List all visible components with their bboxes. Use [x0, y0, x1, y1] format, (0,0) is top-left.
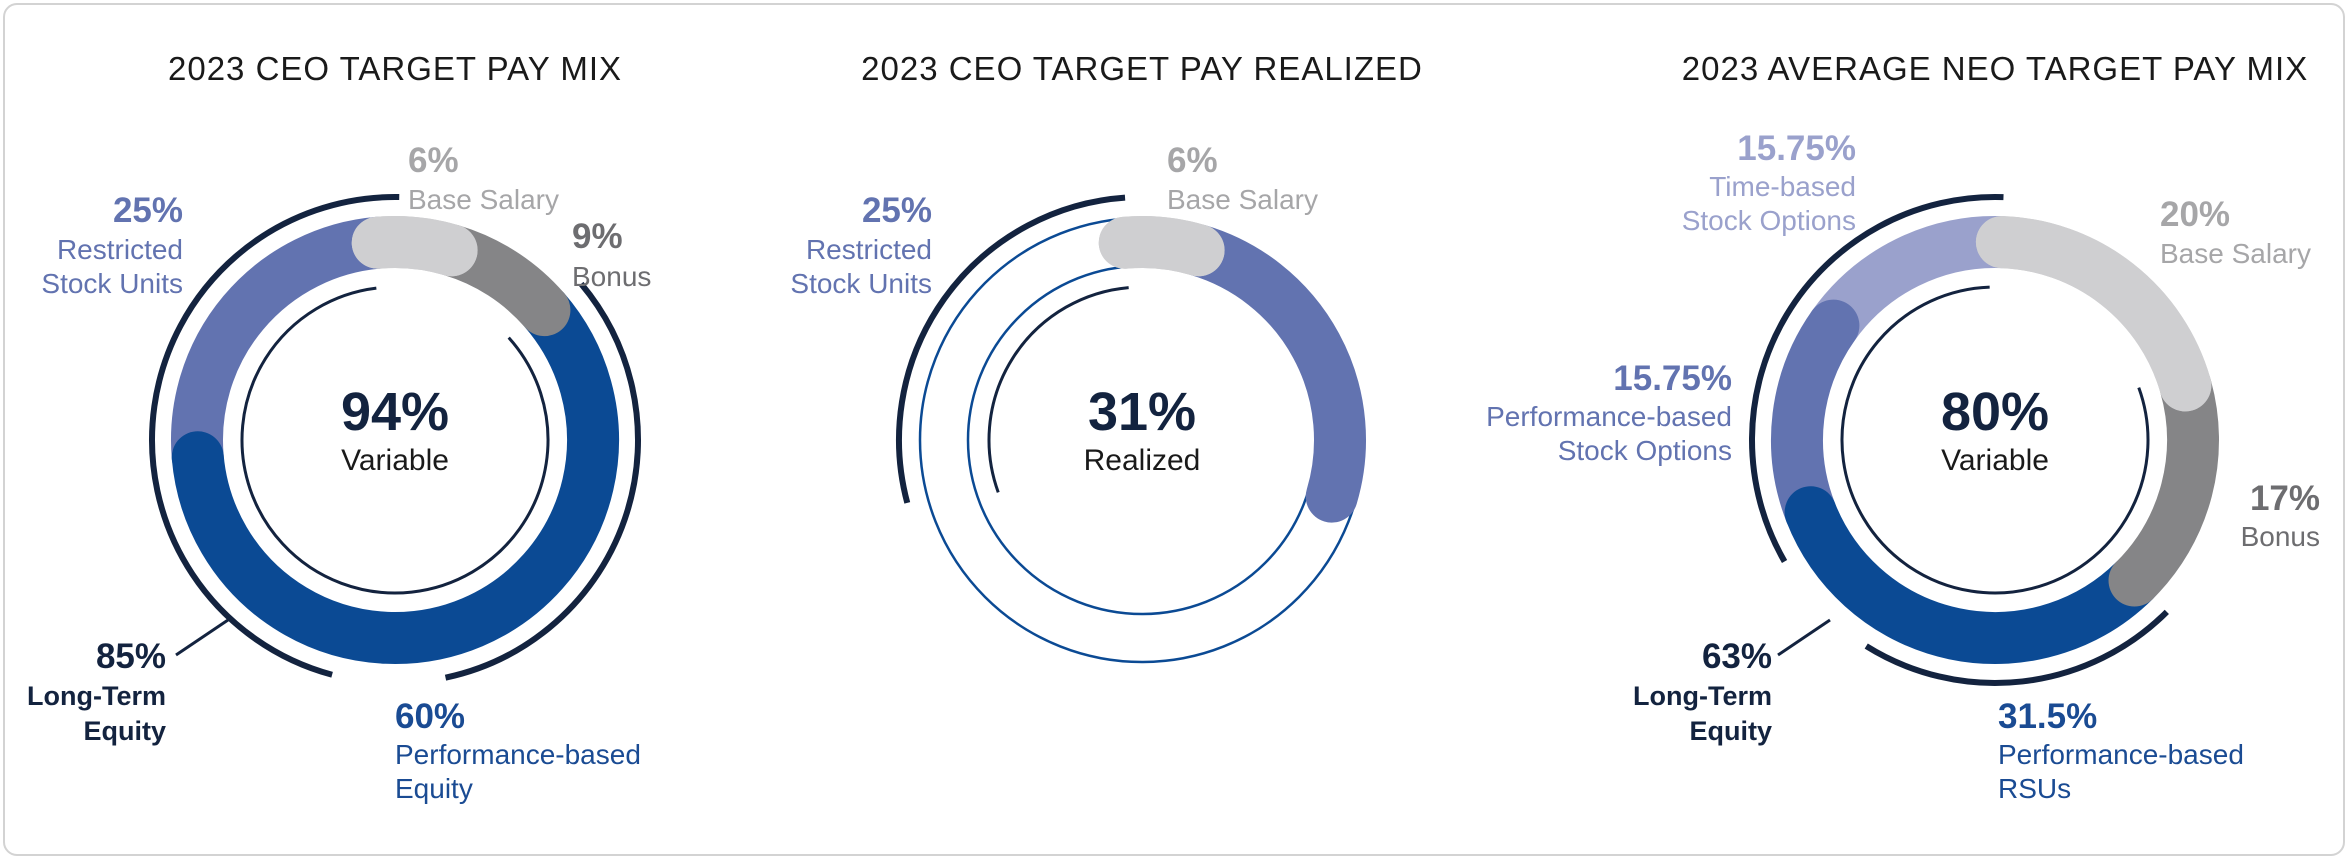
chart-frame — [3, 3, 2345, 856]
inner-variable-arc — [240, 286, 550, 595]
donut-arcs — [1771, 216, 2219, 664]
chart-ceo-target-pay-mix: 2023 CEO TARGET PAY MIX 94% Variable 6% … — [27, 50, 651, 804]
donut-slice — [351, 216, 478, 277]
slice-label-text: Base Salary — [408, 184, 559, 215]
chart-average-neo-target-pay-mix: 2023 AVERAGE NEO TARGET PAY MIX 80% Vari… — [1486, 50, 2320, 804]
slice-label-pct: 17% — [2250, 479, 2320, 518]
group-label-text: Long-Term — [1633, 681, 1772, 711]
donut-slice — [171, 216, 404, 484]
slice-label-pct: 20% — [2160, 195, 2230, 234]
slice-label-text: Bonus — [572, 261, 651, 292]
long-term-equity-leader-line — [1777, 618, 1831, 657]
slice-label-pct: 25% — [113, 191, 183, 230]
donut-slice — [1784, 486, 2161, 664]
center-label: Variable — [341, 444, 449, 477]
slice-label-text: Base Salary — [1167, 184, 1318, 215]
slice-label-text: Stock Options — [1558, 435, 1732, 466]
donut-slice — [1172, 224, 1366, 523]
inner-variable-arc — [1840, 285, 2150, 595]
slice-label-text: Performance-based — [1998, 739, 2244, 770]
slice-label-text: Stock Units — [41, 268, 183, 299]
slice-label-text: Performance-based — [1486, 401, 1732, 432]
slice-label-text: Base Salary — [2160, 238, 2311, 269]
center-value: 31% — [1088, 382, 1196, 442]
center-value: 94% — [341, 382, 449, 442]
chart-ceo-target-pay-realized: 2023 CEO TARGET PAY REALIZED 31% Realize… — [790, 50, 1423, 664]
long-term-equity-bracket — [1749, 194, 2004, 563]
donut-slice — [2108, 359, 2219, 607]
slice-label-text: Restricted — [57, 234, 183, 265]
donut-arcs — [1098, 216, 1366, 523]
donut-slice — [171, 284, 619, 664]
inner-realized-arc — [987, 286, 1129, 493]
slice-label-pct: 6% — [1167, 141, 1218, 180]
slice-label-text: Bonus — [2241, 521, 2320, 552]
donut-slice — [1807, 216, 2028, 352]
chart-title: 2023 CEO TARGET PAY MIX — [168, 50, 622, 87]
long-term-equity-bracket — [149, 194, 400, 678]
slice-label-pct: 15.75% — [1737, 129, 1856, 168]
variable-pay-bracket — [444, 281, 641, 681]
center-label: Variable — [1941, 444, 2049, 477]
group-label-pct: 63% — [1702, 637, 1772, 676]
variable-pay-bracket — [1864, 609, 2169, 686]
donut-slice — [1975, 216, 2212, 412]
slice-label-pct: 25% — [862, 191, 932, 230]
slice-label-pct: 31.5% — [1998, 697, 2097, 736]
group-label-text: Equity — [1689, 716, 1772, 746]
slice-label-text: Restricted — [806, 234, 932, 265]
slice-label-pct: 15.75% — [1613, 359, 1732, 398]
donut-arcs — [171, 216, 619, 664]
slice-label-pct: 6% — [408, 141, 459, 180]
center-value: 80% — [1941, 382, 2049, 442]
group-label-pct: 85% — [96, 637, 166, 676]
chart-title: 2023 CEO TARGET PAY REALIZED — [861, 50, 1423, 87]
slice-label-text: Equity — [395, 773, 473, 804]
slice-label-text: Stock Units — [790, 268, 932, 299]
slice-label-text: RSUs — [1998, 773, 2071, 804]
center-label: Realized — [1084, 444, 1201, 477]
slice-label-pct: 9% — [572, 217, 623, 256]
chart-title: 2023 AVERAGE NEO TARGET PAY MIX — [1682, 50, 2308, 87]
long-term-equity-leader-line — [175, 618, 229, 657]
donut-slice — [1771, 299, 1860, 539]
slice-label-text: Performance-based — [395, 739, 641, 770]
slice-label-text: Stock Options — [1682, 205, 1856, 236]
slice-label-pct: 60% — [395, 697, 465, 736]
group-label-text: Long-Term — [27, 681, 166, 711]
group-label-text: Equity — [83, 716, 166, 746]
slice-label-text: Time-based — [1709, 171, 1856, 202]
realized-bracket — [896, 194, 1126, 504]
donut-slice — [1098, 216, 1225, 277]
